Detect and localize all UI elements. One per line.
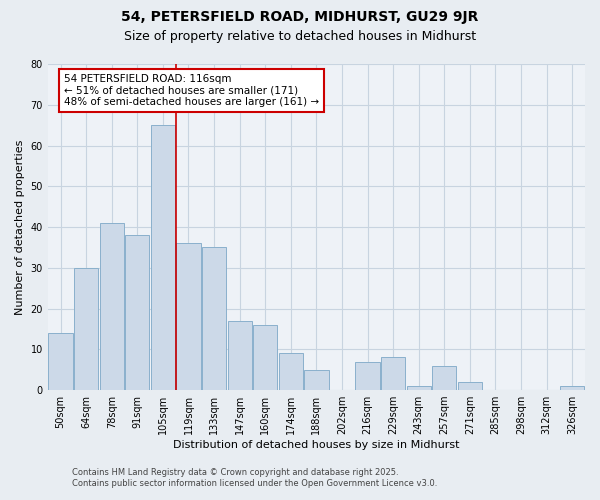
Y-axis label: Number of detached properties: Number of detached properties <box>15 140 25 314</box>
Text: Contains HM Land Registry data © Crown copyright and database right 2025.
Contai: Contains HM Land Registry data © Crown c… <box>72 468 437 487</box>
Bar <box>458 382 482 390</box>
Text: 54, PETERSFIELD ROAD, MIDHURST, GU29 9JR: 54, PETERSFIELD ROAD, MIDHURST, GU29 9JR <box>121 10 479 24</box>
Bar <box>381 358 405 390</box>
Text: Size of property relative to detached houses in Midhurst: Size of property relative to detached ho… <box>124 30 476 43</box>
Bar <box>407 386 431 390</box>
Bar <box>560 386 584 390</box>
Bar <box>74 268 98 390</box>
Bar <box>125 235 149 390</box>
Bar <box>304 370 329 390</box>
Bar <box>253 325 277 390</box>
Text: 54 PETERSFIELD ROAD: 116sqm
← 51% of detached houses are smaller (171)
48% of se: 54 PETERSFIELD ROAD: 116sqm ← 51% of det… <box>64 74 319 107</box>
Bar <box>176 244 200 390</box>
Bar <box>227 321 252 390</box>
Bar <box>355 362 380 390</box>
Bar <box>151 125 175 390</box>
Bar <box>278 354 303 390</box>
Bar <box>202 248 226 390</box>
Bar <box>100 223 124 390</box>
X-axis label: Distribution of detached houses by size in Midhurst: Distribution of detached houses by size … <box>173 440 460 450</box>
Bar <box>49 333 73 390</box>
Bar <box>432 366 457 390</box>
